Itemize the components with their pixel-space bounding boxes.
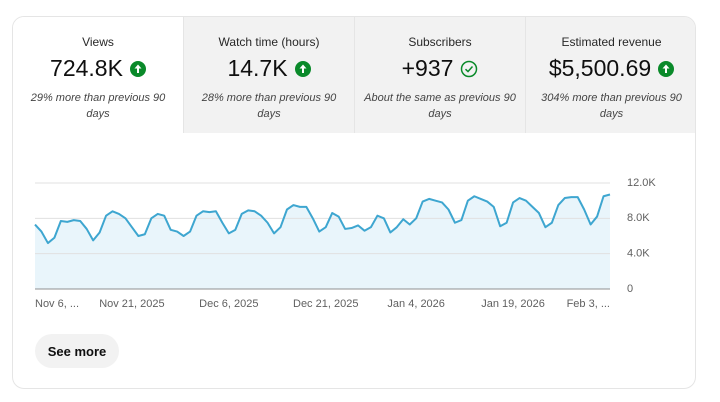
metric-value: $5,500.69	[548, 55, 652, 81]
y-tick-label: 0	[627, 283, 633, 295]
line	[34, 193, 611, 245]
x-tick-label: Nov 21, 2025	[99, 298, 164, 310]
x-tick-label: Dec 6, 2025	[199, 298, 258, 310]
metric-value: 724.8K	[50, 55, 123, 81]
metric-tab[interactable]: Subscribers +937 About the same as previ…	[355, 17, 526, 133]
metric-note: About the same as previous 90 days	[364, 92, 516, 120]
x-tick-label: Nov 6, ...	[35, 298, 79, 310]
metric-value: 14.7K	[227, 55, 288, 81]
up-icon	[129, 60, 146, 77]
up-icon	[658, 60, 675, 77]
metric-tab[interactable]: Estimated revenue $5,500.69 304% more th…	[526, 17, 695, 133]
y-tick-label: 12.0K	[627, 177, 656, 189]
check-icon	[461, 60, 478, 77]
x-tick-label: Jan 4, 2026	[387, 298, 445, 310]
metric-label: Views	[82, 35, 114, 49]
up-icon	[294, 60, 311, 77]
analytics-card: Views 724.8K 29% more than previous 90 d…	[12, 16, 696, 389]
metric-label: Watch time (hours)	[218, 35, 320, 49]
metric-label: Estimated revenue	[561, 35, 662, 49]
see-more-button[interactable]: See more	[35, 334, 119, 368]
y-tick-label: 8.0K	[627, 212, 650, 224]
x-tick-label: Feb 3, ...	[567, 298, 610, 310]
metric-tab[interactable]: Watch time (hours) 14.7K 28% more than p…	[184, 17, 355, 133]
x-tick-label: Dec 21, 2025	[293, 298, 358, 310]
y-tick-label: 4.0K	[627, 248, 650, 260]
metric-value: +937	[401, 55, 454, 81]
metric-note: 304% more than previous 90 days	[541, 92, 682, 120]
x-tick-label: Jan 19, 2026	[481, 298, 545, 310]
metric-tab[interactable]: Views 724.8K 29% more than previous 90 d…	[13, 17, 184, 133]
metric-label: Subscribers	[408, 35, 472, 49]
metric-note: 28% more than previous 90 days	[201, 92, 337, 120]
area	[35, 194, 610, 289]
metric-note: 29% more than previous 90 days	[30, 92, 166, 120]
